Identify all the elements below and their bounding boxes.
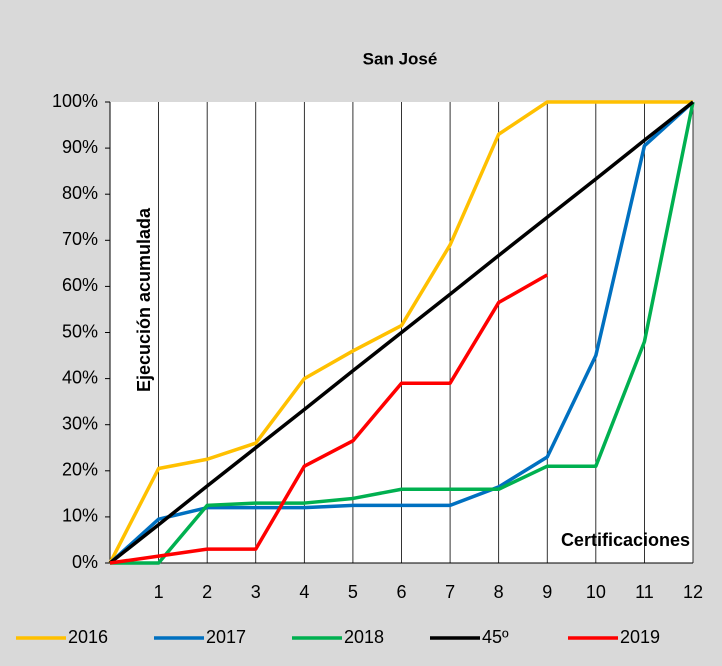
y-tick-label: 60%: [62, 275, 98, 295]
y-tick-label: 50%: [62, 321, 98, 341]
y-tick-label: 80%: [62, 183, 98, 203]
series-line: [110, 101, 695, 565]
x-tick-label: 9: [542, 582, 552, 602]
x-tick-label: 3: [251, 582, 261, 602]
x-tick-label: 5: [348, 582, 358, 602]
x-tick-label: 6: [396, 582, 406, 602]
legend-label: 2018: [344, 627, 384, 647]
x-tick-label: 10: [586, 582, 606, 602]
x-tick-label: 8: [494, 582, 504, 602]
x-tick-label: 12: [683, 582, 703, 602]
y-tick-label: 70%: [62, 229, 98, 249]
x-tick-label: 1: [154, 582, 164, 602]
y-tick-label: 10%: [62, 506, 98, 526]
legend-label: 2019: [620, 627, 660, 647]
x-tick-label: 2: [202, 582, 212, 602]
x-axis-label: Certificaciones: [561, 530, 690, 550]
y-tick-label: 40%: [62, 367, 98, 387]
y-tick-label: 100%: [52, 91, 98, 111]
legend-label: 2016: [68, 627, 108, 647]
legend-label: 2017: [206, 627, 246, 647]
x-tick-label: 11: [635, 582, 654, 602]
y-tick-label: 20%: [62, 460, 98, 480]
y-tick-label: 30%: [62, 413, 98, 433]
x-tick-label: 7: [445, 582, 455, 602]
legend-label: 45º: [482, 627, 509, 647]
x-tick-label: 4: [299, 582, 309, 602]
chart-title: San José: [363, 49, 438, 68]
y-axis-label: Ejecución acumulada: [134, 207, 154, 392]
y-tick-label: 90%: [62, 137, 98, 157]
y-tick-label: 0%: [72, 552, 98, 572]
series-line: [108, 100, 695, 565]
series-line: [109, 273, 549, 565]
series-line: [108, 100, 693, 564]
